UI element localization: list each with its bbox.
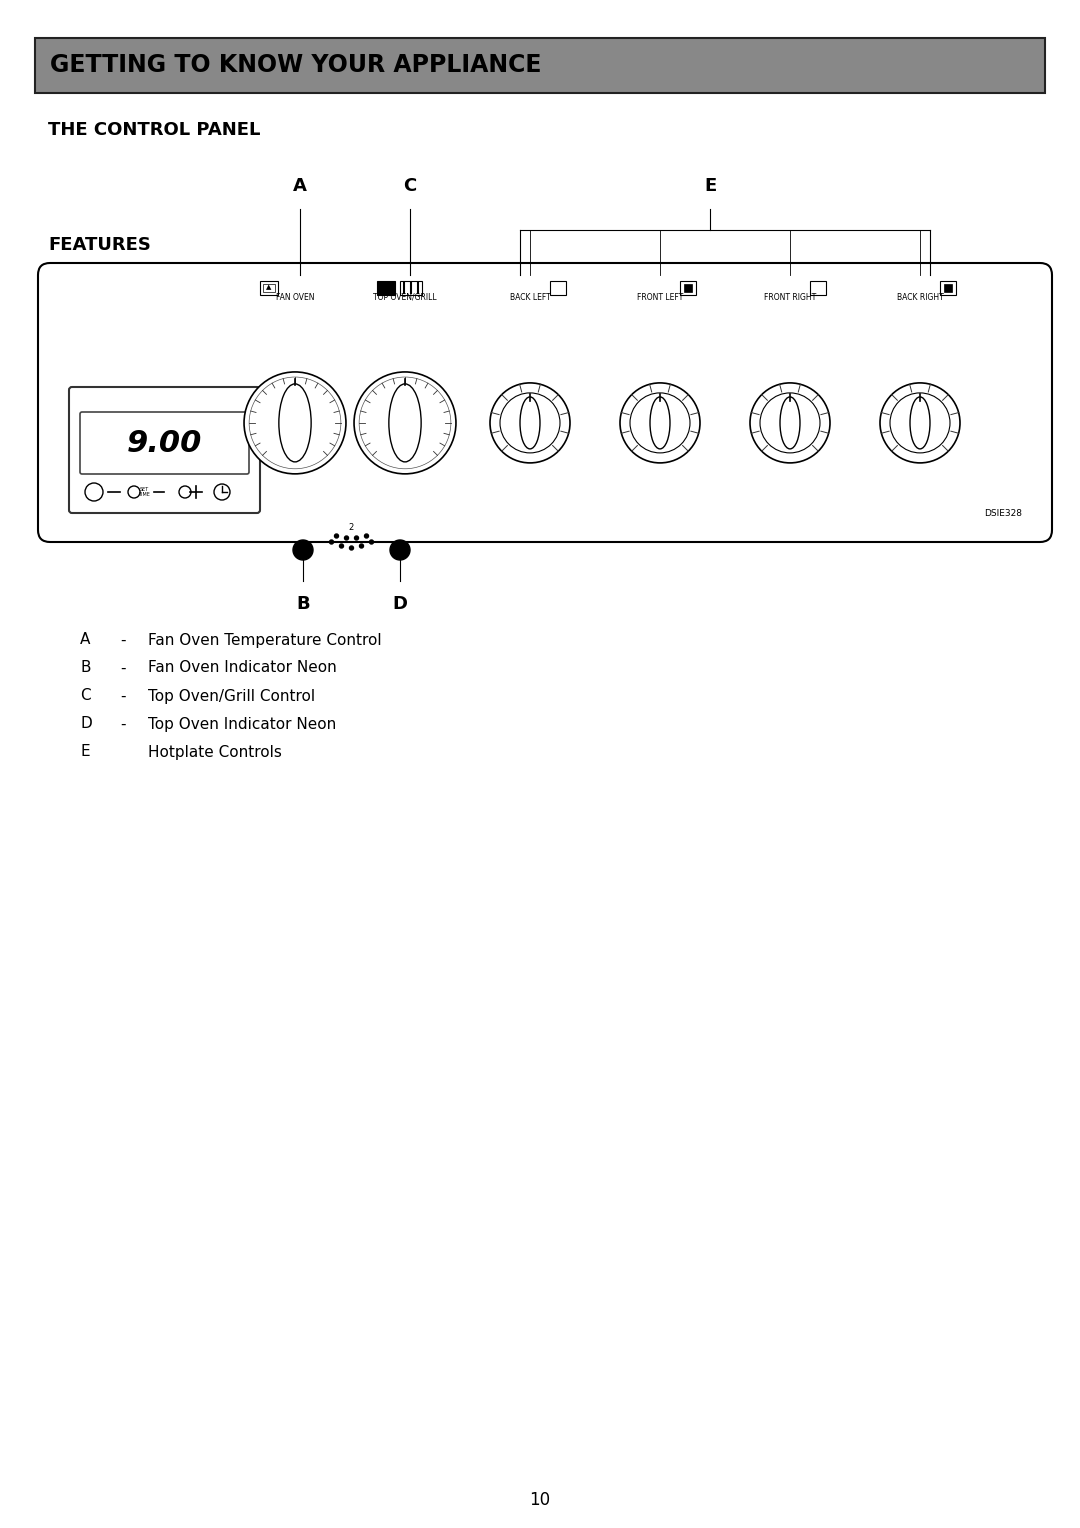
Text: FRONT RIGHT: FRONT RIGHT xyxy=(764,293,816,303)
Bar xyxy=(377,281,395,295)
Text: C: C xyxy=(80,689,91,703)
Circle shape xyxy=(390,539,410,559)
Text: D: D xyxy=(80,717,92,732)
Circle shape xyxy=(500,393,561,452)
Circle shape xyxy=(365,533,368,538)
Circle shape xyxy=(890,393,950,452)
Ellipse shape xyxy=(780,397,800,449)
Text: E: E xyxy=(80,744,90,759)
Text: Fan Oven Indicator Neon: Fan Oven Indicator Neon xyxy=(148,660,337,675)
Ellipse shape xyxy=(389,384,421,461)
Text: FAN OVEN: FAN OVEN xyxy=(275,293,314,303)
Text: A: A xyxy=(293,177,307,196)
Bar xyxy=(260,281,278,295)
Text: 10: 10 xyxy=(529,1491,551,1510)
Text: Hotplate Controls: Hotplate Controls xyxy=(148,744,282,759)
Circle shape xyxy=(345,536,349,539)
Bar xyxy=(550,281,566,295)
Circle shape xyxy=(620,384,700,463)
Circle shape xyxy=(354,536,359,539)
Circle shape xyxy=(335,533,338,538)
Bar xyxy=(680,281,696,295)
Circle shape xyxy=(490,384,570,463)
Circle shape xyxy=(329,539,334,544)
Text: B: B xyxy=(296,594,310,613)
Circle shape xyxy=(630,393,690,452)
Text: -: - xyxy=(120,633,125,648)
Text: BACK RIGHT: BACK RIGHT xyxy=(896,293,943,303)
Text: -: - xyxy=(120,660,125,675)
Circle shape xyxy=(339,544,343,549)
Text: Top Oven/Grill Control: Top Oven/Grill Control xyxy=(148,689,315,703)
Text: TOP OVEN/GRILL: TOP OVEN/GRILL xyxy=(374,293,436,303)
Bar xyxy=(810,281,826,295)
Text: DSIE328: DSIE328 xyxy=(984,509,1022,518)
Bar xyxy=(400,281,422,295)
Text: FRONT LEFT: FRONT LEFT xyxy=(637,293,684,303)
Text: 9.00: 9.00 xyxy=(126,428,202,457)
Text: Top Oven Indicator Neon: Top Oven Indicator Neon xyxy=(148,717,336,732)
Ellipse shape xyxy=(519,397,540,449)
Text: 2: 2 xyxy=(349,523,354,532)
Bar xyxy=(940,281,956,295)
Text: THE CONTROL PANEL: THE CONTROL PANEL xyxy=(48,121,260,139)
Circle shape xyxy=(350,545,353,550)
Bar xyxy=(684,284,692,292)
Text: SET
TIME: SET TIME xyxy=(138,487,150,497)
Circle shape xyxy=(354,371,456,474)
Text: B: B xyxy=(80,660,91,675)
Circle shape xyxy=(880,384,960,463)
Circle shape xyxy=(750,384,831,463)
Circle shape xyxy=(360,544,364,549)
Circle shape xyxy=(244,371,346,474)
FancyBboxPatch shape xyxy=(38,263,1052,542)
Text: Fan Oven Temperature Control: Fan Oven Temperature Control xyxy=(148,633,381,648)
Text: C: C xyxy=(403,177,417,196)
Text: -: - xyxy=(120,717,125,732)
Ellipse shape xyxy=(650,397,670,449)
Text: -: - xyxy=(120,689,125,703)
Ellipse shape xyxy=(279,384,311,461)
Text: E: E xyxy=(704,177,716,196)
Text: FEATURES: FEATURES xyxy=(48,235,151,254)
Text: D: D xyxy=(392,594,407,613)
Circle shape xyxy=(760,393,820,452)
Text: GETTING TO KNOW YOUR APPLIANCE: GETTING TO KNOW YOUR APPLIANCE xyxy=(50,53,541,78)
Bar xyxy=(944,284,951,292)
Text: ▲: ▲ xyxy=(267,284,272,290)
Bar xyxy=(35,38,1045,93)
Text: A: A xyxy=(80,633,91,648)
Ellipse shape xyxy=(910,397,930,449)
Text: BACK LEFT: BACK LEFT xyxy=(510,293,551,303)
FancyBboxPatch shape xyxy=(80,413,249,474)
Circle shape xyxy=(293,539,313,559)
FancyBboxPatch shape xyxy=(69,387,260,513)
Circle shape xyxy=(369,539,374,544)
Bar xyxy=(264,284,275,292)
